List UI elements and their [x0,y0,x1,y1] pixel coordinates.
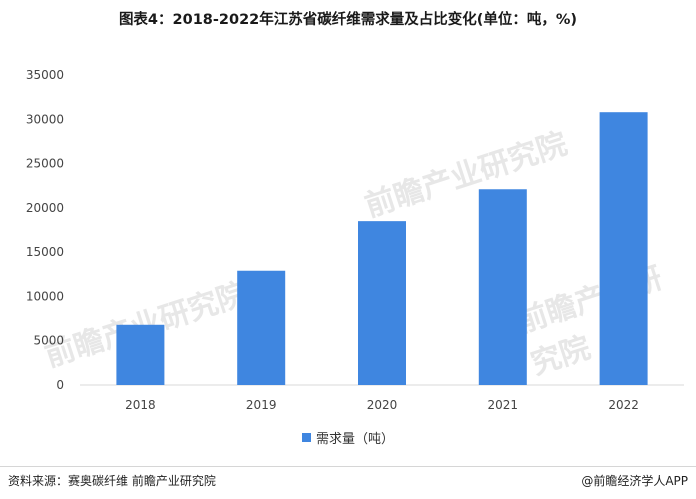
legend-label: 需求量（吨） [315,432,394,447]
source-note: 资料来源：赛奥碳纤维 前瞻产业研究院 [8,474,216,488]
bar-2021 [478,189,527,385]
bar-2020 [358,221,406,385]
y-tick-label: 5000 [33,334,64,348]
chart-title: 图表4：2018-2022年江苏省碳纤维需求量及占比变化(单位：吨，%) [118,12,578,28]
y-tick-label: 15000 [26,245,64,259]
y-tick-label: 10000 [26,289,64,303]
bar-2019 [237,270,286,385]
brand-credit: @前瞻经济学人APP [581,474,688,488]
y-tick-label: 20000 [26,201,64,215]
x-tick-label: 2020 [367,398,398,412]
y-tick-label: 35000 [26,68,64,82]
legend: 需求量（吨） [0,428,696,447]
bar-2022 [599,112,648,385]
bar-2018 [116,324,165,385]
footer-divider [0,466,696,467]
y-tick-label: 30000 [26,112,64,126]
x-tick-label: 2018 [125,398,156,412]
legend-swatch [301,433,311,442]
y-tick-label: 0 [56,378,64,392]
y-tick-label: 25000 [26,157,64,171]
x-tick-label: 2022 [608,398,639,412]
x-tick-label: 2019 [246,398,277,412]
x-tick-label: 2021 [488,398,519,412]
